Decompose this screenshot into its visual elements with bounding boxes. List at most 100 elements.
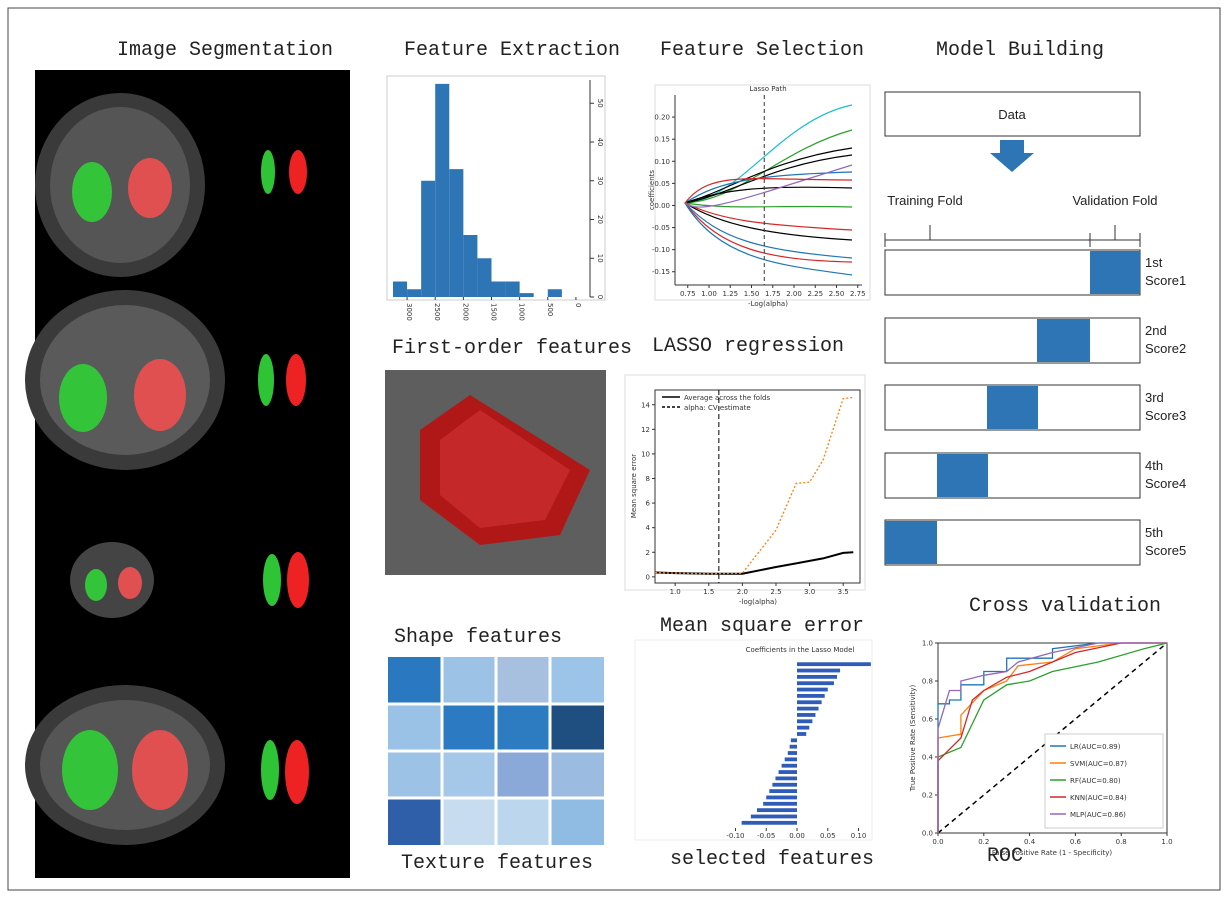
- bar: [492, 282, 506, 298]
- legend-label: MLP(AUC=0.86): [1070, 811, 1126, 819]
- fold-rank: 5th: [1145, 525, 1163, 540]
- title: Model Building: [936, 39, 1104, 62]
- bar: [421, 181, 435, 297]
- bar: [797, 732, 806, 736]
- fold-score: Score5: [1145, 543, 1186, 558]
- y-tick-label: -0.05: [652, 224, 670, 232]
- bar: [775, 777, 797, 781]
- legend-label: Average across the folds: [684, 394, 770, 402]
- y-tick-label: 0.6: [922, 716, 934, 724]
- bar: [506, 282, 520, 298]
- line: [655, 397, 853, 573]
- x-tick-label: 1.5: [703, 588, 714, 596]
- y-label: True Positive Rate (Sensitivity): [909, 684, 917, 792]
- x-tick-label: 3.0: [804, 588, 815, 596]
- y-tick-label: 50: [596, 99, 604, 108]
- x-tick-label: -0.05: [757, 832, 775, 840]
- x-tick-label: 2.75: [850, 290, 866, 298]
- bar: [757, 808, 797, 812]
- legend-label: KNN(AUC=0.84): [1070, 794, 1127, 802]
- figure: Image Segmentation Feature Extraction Fe…: [0, 0, 1228, 898]
- line: [655, 552, 853, 574]
- data-label: Data: [998, 107, 1026, 122]
- fold-score: Score2: [1145, 341, 1186, 356]
- y-tick-label: 0.15: [654, 136, 670, 144]
- y-tick-label: 0.2: [922, 792, 933, 800]
- y-tick-label: 0.20: [654, 114, 670, 122]
- training-label: Training Fold: [887, 193, 962, 208]
- validation-fold: [885, 521, 937, 564]
- title: Feature Extraction: [404, 39, 620, 62]
- y-tick-label: 0: [646, 573, 650, 581]
- title: Mean square error: [660, 615, 864, 638]
- x-tick-label: 1.0: [670, 588, 681, 596]
- bar: [766, 796, 797, 800]
- bar: [393, 282, 407, 298]
- y-tick-label: -0.15: [652, 268, 670, 276]
- bar: [772, 783, 797, 787]
- validation-fold: [987, 386, 1038, 429]
- bar: [788, 751, 797, 755]
- legend-label: RF(AUC=0.80): [1070, 777, 1121, 785]
- title: Shape features: [394, 626, 562, 649]
- y-label: coefficients: [648, 170, 656, 210]
- x-tick-label: 2.00: [786, 290, 802, 298]
- segmentation-images: [25, 70, 350, 878]
- fold-rank: 1st: [1145, 255, 1163, 270]
- x-tick-label: 3.5: [838, 588, 849, 596]
- y-tick-label: 10: [596, 254, 604, 263]
- lasso-path-lines: [685, 105, 852, 275]
- bar: [782, 764, 797, 768]
- legend-label: LR(AUC=0.89): [1070, 743, 1121, 751]
- bar: [477, 258, 491, 297]
- x-tick-label: 0.8: [1116, 838, 1127, 846]
- y-tick-label: 0.00: [654, 202, 670, 210]
- x-tick-label: 0.4: [1024, 838, 1036, 846]
- legend-label: SVM(AUC=0.87): [1070, 760, 1127, 768]
- y-tick-label: 2: [646, 549, 650, 557]
- bar: [797, 707, 819, 711]
- bar: [407, 289, 421, 297]
- bar: [797, 675, 837, 679]
- x-tick-label: 0.00: [789, 832, 805, 840]
- bar: [463, 235, 477, 297]
- bar: [797, 694, 825, 698]
- x-tick-label: 0.75: [680, 290, 696, 298]
- fold-rank: 4th: [1145, 458, 1163, 473]
- fold-rank: 3rd: [1145, 390, 1164, 405]
- y-tick-label: 10: [641, 450, 650, 458]
- x-tick-label: 1000: [518, 303, 526, 321]
- x-label: -Log(alpha): [748, 300, 788, 308]
- bar: [769, 789, 797, 793]
- bar: [797, 681, 834, 685]
- bar: [797, 713, 815, 717]
- x-tick-label: 1500: [490, 303, 498, 321]
- y-label: Mean square error: [630, 454, 638, 518]
- validation-fold: [1090, 251, 1140, 294]
- y-tick-label: 14: [641, 401, 650, 409]
- x-tick-label: -0.10: [726, 832, 744, 840]
- x-tick-label: 3000: [405, 303, 413, 321]
- bar: [797, 669, 840, 673]
- bar: [797, 688, 828, 692]
- y-tick-label: 0.0: [922, 830, 933, 838]
- y-tick-label: -0.10: [652, 246, 670, 254]
- bar: [520, 293, 534, 297]
- bar: [449, 169, 463, 297]
- bar: [797, 726, 809, 730]
- title: selected features: [670, 848, 874, 871]
- y-tick-label: 40: [596, 138, 604, 147]
- fold-score: Score3: [1145, 408, 1186, 423]
- bar: [785, 757, 797, 761]
- x-tick-label: 500: [546, 303, 554, 316]
- x-tick-label: 0.2: [978, 838, 989, 846]
- y-tick-label: 4: [646, 524, 651, 532]
- chart-title: Coefficients in the Lasso Model: [746, 646, 855, 654]
- title: Image Segmentation: [117, 39, 333, 62]
- x-tick-label: 1.50: [744, 290, 760, 298]
- title: LASSO regression: [652, 335, 844, 358]
- x-tick-label: 0.05: [820, 832, 836, 840]
- render-3d: [385, 370, 606, 575]
- y-tick-label: 0.4: [922, 754, 934, 762]
- heatmap: [388, 657, 604, 845]
